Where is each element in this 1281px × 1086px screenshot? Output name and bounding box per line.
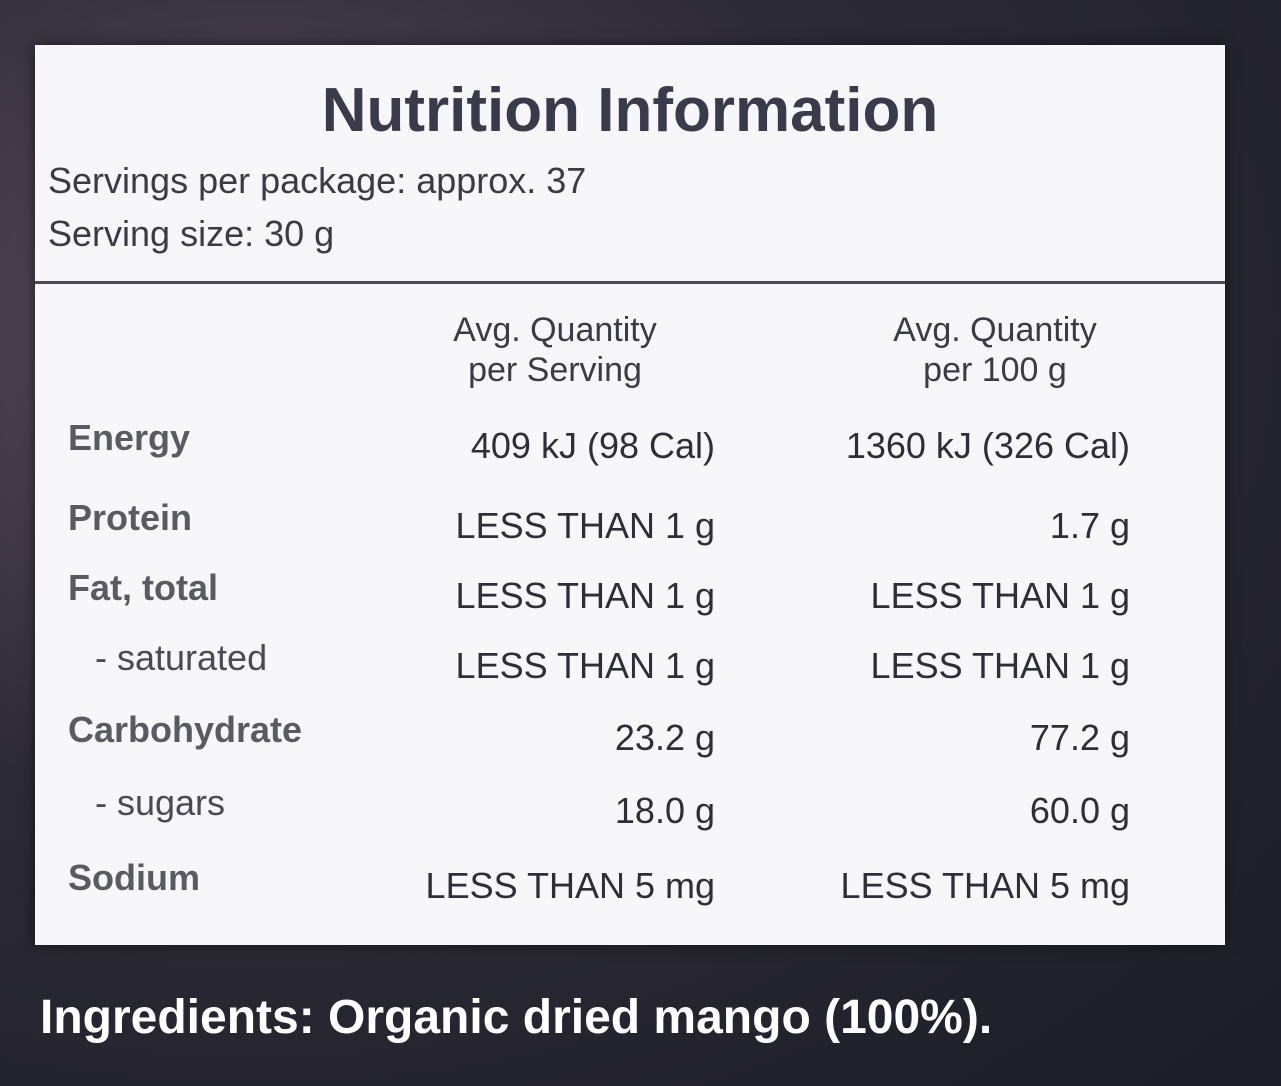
- cell-value: 60.0 g: [1029, 790, 1130, 831]
- column-header: Avg. Quantity: [893, 311, 1097, 349]
- column-header: Avg. Quantity: [453, 311, 657, 349]
- cell-value: 1.7 g: [1049, 505, 1130, 546]
- divider: [35, 281, 1225, 284]
- title: Nutrition Information: [321, 76, 939, 145]
- label-panel: Nutrition Information Servings per packa…: [35, 45, 1225, 945]
- servings-per-package: Servings per package: approx. 37: [48, 160, 587, 201]
- column-header: per Serving: [468, 351, 642, 389]
- row-label: Protein: [68, 497, 193, 538]
- serving-size: Serving size: 30 g: [48, 213, 335, 254]
- cell-value: LESS THAN 5 mg: [425, 865, 715, 906]
- cell-value: LESS THAN 1 g: [455, 575, 715, 616]
- row-label: - saturated: [95, 637, 268, 678]
- cell-value: LESS THAN 1 g: [870, 575, 1130, 616]
- row-label: Sodium: [68, 857, 200, 898]
- cell-value: LESS THAN 1 g: [870, 645, 1130, 686]
- cell-value: 1360 kJ (326 Cal): [845, 425, 1130, 466]
- cell-value: LESS THAN 1 g: [455, 645, 715, 686]
- cell-value: 23.2 g: [614, 717, 715, 758]
- row-label: - sugars: [95, 782, 226, 823]
- ingredients: Ingredients: Organic dried mango (100%).: [40, 991, 993, 1044]
- column-header: per 100 g: [923, 351, 1067, 389]
- cell-value: 409 kJ (98 Cal): [470, 425, 715, 466]
- cell-value: 77.2 g: [1029, 717, 1130, 758]
- row-label: Carbohydrate: [68, 709, 303, 750]
- cell-value: LESS THAN 1 g: [455, 505, 715, 546]
- cell-value: LESS THAN 5 mg: [840, 865, 1130, 906]
- row-label: Fat, total: [68, 567, 218, 608]
- row-label: Energy: [68, 417, 191, 458]
- cell-value: 18.0 g: [614, 790, 715, 831]
